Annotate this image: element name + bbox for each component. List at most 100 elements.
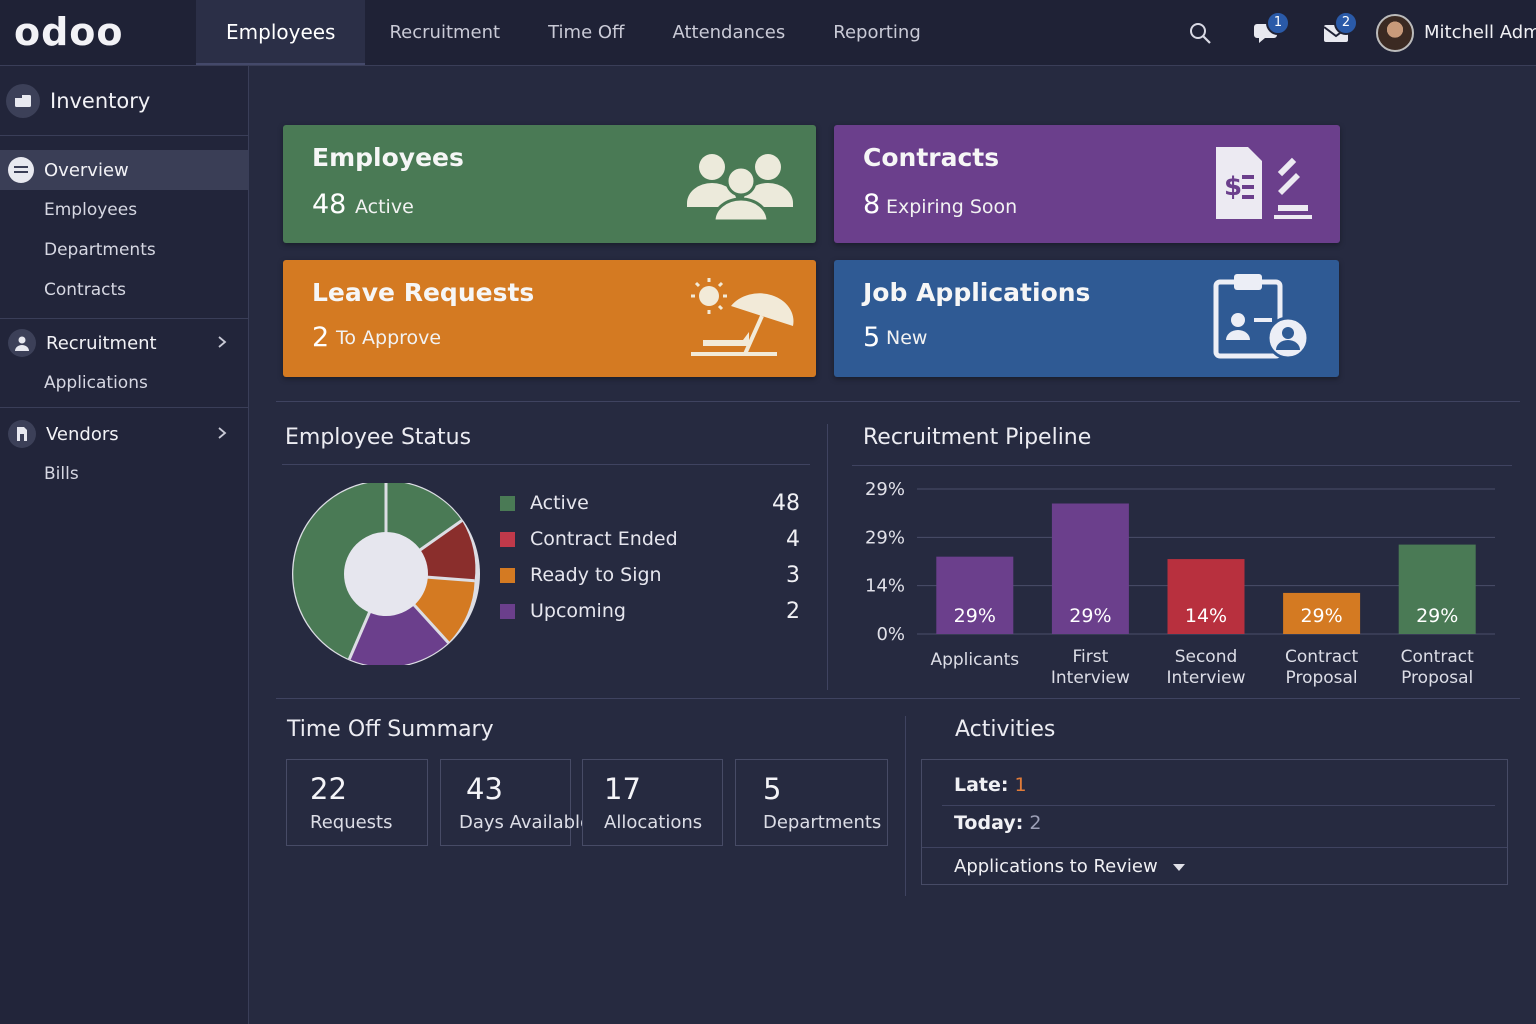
odoo-logo[interactable]: odoo — [14, 10, 124, 54]
messages-button[interactable]: 1 — [1244, 9, 1292, 57]
legend-row-active: Active 48 — [500, 488, 800, 518]
card-subtitle: To Approve — [336, 327, 442, 349]
job-applications-card[interactable]: Job Applications 5 New — [834, 260, 1339, 377]
dropdown-label: Applications to Review — [954, 856, 1158, 877]
late-count: 1 — [1014, 774, 1027, 796]
card-value: 5 — [863, 322, 881, 353]
section-divider — [276, 698, 1520, 699]
sidebar-divider — [0, 318, 248, 319]
sidebar-item-employees[interactable]: Employees — [44, 200, 138, 220]
stat-label: Allocations — [604, 812, 703, 833]
search-button[interactable] — [1176, 9, 1224, 57]
messages-badge: 1 — [1266, 10, 1290, 35]
sidebar-section-vendors[interactable]: Vendors — [0, 414, 248, 454]
card-title: Job Applications — [863, 278, 1091, 307]
sidebar-section-overview[interactable]: Overview — [0, 150, 248, 190]
x-category-label: Interview — [1166, 668, 1245, 688]
pipeline-bar[interactable] — [936, 556, 1014, 634]
chevron-right-icon — [218, 336, 227, 348]
time-off-summary-title: Time Off Summary — [287, 717, 494, 742]
menu-attendances[interactable]: Attendances — [672, 22, 786, 43]
activity-late-row[interactable]: Late: 1 — [954, 774, 1027, 796]
beach-umbrella-icon — [691, 278, 794, 356]
list-icon — [8, 157, 34, 183]
x-category-label: Interview — [1051, 668, 1130, 688]
card-title: Employees — [312, 143, 464, 172]
sidebar-item-applications[interactable]: Applications — [44, 373, 148, 393]
pipeline-bar[interactable] — [1167, 559, 1245, 634]
x-category-label: Applicants — [930, 650, 1019, 670]
row-divider — [942, 805, 1495, 806]
bar-data-label: 14% — [1185, 605, 1227, 627]
mail-badge: 2 — [1334, 10, 1358, 35]
stat-requests[interactable]: 22 Requests — [286, 759, 428, 846]
card-subtitle: New — [886, 327, 928, 349]
sidebar-item-contracts[interactable]: Contracts — [44, 280, 126, 300]
legend-value: 4 — [786, 526, 800, 552]
pipeline-bar[interactable] — [1398, 544, 1476, 634]
chevron-right-icon — [218, 427, 227, 439]
activity-today-row[interactable]: Today: 2 — [954, 812, 1041, 834]
late-label: Late: — [954, 774, 1009, 796]
sidebar-section-recruitment[interactable]: Recruitment — [0, 323, 248, 363]
applications-to-review-dropdown[interactable]: Applications to Review — [954, 856, 1186, 877]
menu-employees[interactable]: Employees — [196, 0, 366, 65]
legend-label: Active — [530, 492, 589, 514]
legend-value: 3 — [786, 562, 800, 588]
bar-data-label: 29% — [1416, 605, 1458, 627]
stat-label: Days Available — [459, 812, 592, 833]
bar-data-label: 29% — [1069, 605, 1111, 627]
legend-row-contract-ended: Contract Ended 4 — [500, 524, 800, 554]
sidebar-section-label: Overview — [44, 159, 129, 181]
mail-button[interactable]: 2 — [1312, 9, 1360, 57]
donut-slice-upcoming[interactable] — [349, 574, 449, 665]
contracts-card[interactable]: Contracts 8 Expiring Soon $ — [834, 125, 1340, 243]
pipeline-bar[interactable] — [1283, 592, 1361, 634]
user-menu[interactable]: Mitchell Adm — [1376, 13, 1536, 52]
menu-time-off[interactable]: Time Off — [548, 22, 625, 43]
leave-requests-card[interactable]: Leave Requests 2 To Approve — [283, 260, 816, 377]
y-tick-label: 29% — [865, 527, 905, 548]
contract-document-icon: $ — [1216, 147, 1312, 219]
employee-status-donut — [292, 483, 480, 665]
menu-recruitment[interactable]: Recruitment — [389, 22, 501, 43]
stat-value: 22 — [310, 772, 347, 806]
sidebar-item-departments[interactable]: Departments — [44, 240, 156, 260]
stat-allocations[interactable]: 17 Allocations — [582, 759, 723, 846]
stat-value: 43 — [466, 772, 503, 806]
x-category-label: Contract — [1285, 647, 1358, 667]
main-menu: Employees Recruitment Time Off Attendanc… — [196, 0, 945, 65]
stat-departments[interactable]: 5 Departments — [735, 759, 888, 846]
sidebar-app-header[interactable]: Inventory — [0, 66, 248, 136]
legend-value: 2 — [786, 598, 800, 624]
sidebar-item-bills[interactable]: Bills — [44, 464, 79, 484]
sidebar-section-label: Vendors — [46, 423, 119, 445]
recruitment-pipeline-title: Recruitment Pipeline — [863, 425, 1092, 450]
pipeline-svg: 29%29%14%0%29%Applicants29%FirstIntervie… — [865, 479, 1495, 688]
x-category-label: Second — [1175, 647, 1238, 667]
legend-label: Contract Ended — [530, 528, 678, 550]
card-value: 8 — [863, 189, 881, 220]
card-value: 2 — [312, 322, 330, 353]
panel-title-underline — [852, 465, 1512, 466]
today-count: 2 — [1029, 812, 1042, 834]
x-category-label: Proposal — [1401, 668, 1473, 688]
legend-label: Upcoming — [530, 600, 626, 622]
section-divider — [276, 401, 1520, 402]
donut-slice-active[interactable] — [293, 483, 386, 660]
sidebar-divider — [0, 407, 248, 408]
stat-value: 5 — [763, 772, 782, 806]
search-icon — [1190, 22, 1211, 44]
pipeline-bar[interactable] — [1051, 503, 1129, 635]
legend-swatch — [500, 531, 515, 547]
panel-divider — [827, 424, 828, 690]
employees-card[interactable]: Employees 48 Active — [283, 125, 816, 243]
sidebar-app-name: Inventory — [50, 88, 151, 113]
card-subtitle: Expiring Soon — [886, 196, 1018, 218]
stat-days-available[interactable]: 43 Days Available — [440, 759, 591, 846]
menu-reporting[interactable]: Reporting — [833, 22, 921, 43]
card-subtitle: Active — [355, 196, 414, 218]
sidebar: Inventory Overview Employees Departments… — [0, 66, 249, 1024]
x-category-label: First — [1073, 647, 1109, 667]
stat-value: 17 — [604, 772, 641, 806]
